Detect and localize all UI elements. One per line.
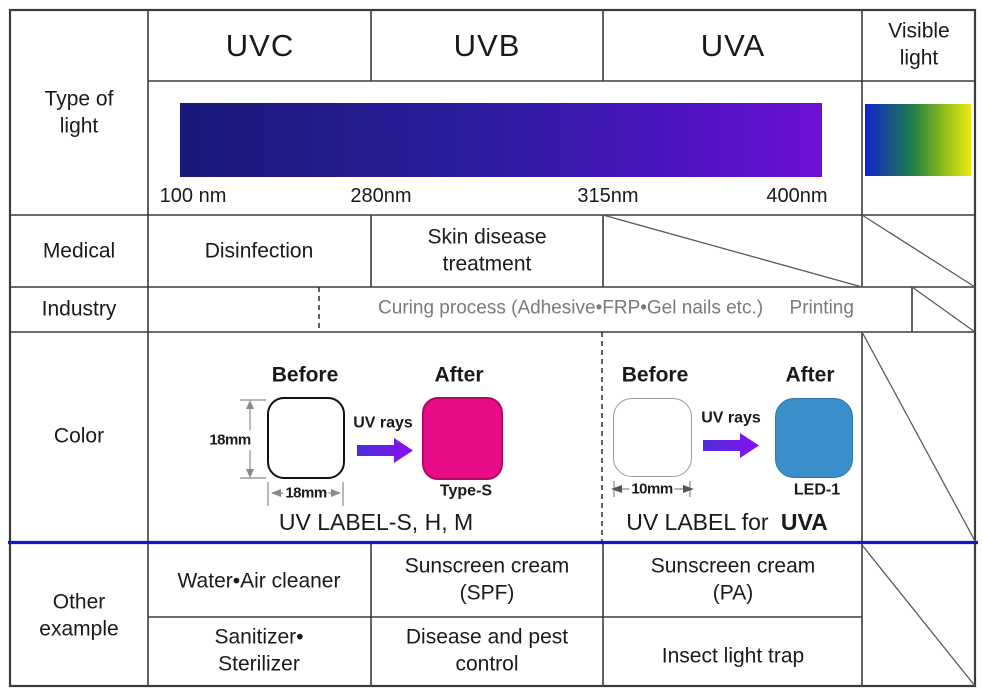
other-uvc-cell-2: Sanitizer• Sterilizer — [214, 625, 304, 676]
after-label-s: After — [434, 363, 484, 387]
column-header-visible-light: Visible light — [888, 19, 950, 70]
uv-rays-arrow-uva — [703, 433, 759, 458]
width-dim-label-s: 18mm — [283, 483, 329, 503]
uv-label-uva-caption: UV LABEL for UVA — [626, 508, 828, 538]
led-1-label: LED-1 — [793, 481, 841, 499]
other-uvc-cell-1: Water•Air cleaner — [177, 569, 341, 593]
uv-rays-label-s: UV rays — [353, 414, 413, 432]
height-dim-label: 18mm — [207, 430, 253, 450]
column-header-uvb: UVB — [453, 27, 521, 63]
row-header-other-example: Other example — [39, 590, 119, 641]
label-swatch-after-s — [422, 397, 503, 480]
before-label-uva: Before — [621, 363, 689, 387]
width-dim-label-uva: 10mm — [629, 479, 675, 499]
wavelength-100nm: 100 nm — [159, 185, 227, 207]
medical-uvb-cell: Skin disease treatment — [427, 225, 547, 276]
before-label-s: Before — [271, 363, 339, 387]
other-uva-cell-2: Insect light trap — [661, 644, 805, 668]
industry-cell: Curing process (Adhesive•FRP•Gel nails e… — [378, 297, 854, 322]
type-s-label: Type-S — [439, 482, 493, 500]
other-uvb-cell-1: Sunscreen cream (SPF) — [404, 554, 570, 605]
column-header-uvc: UVC — [225, 27, 295, 63]
visible-light-gradient — [865, 104, 971, 176]
label-swatch-after-uva — [775, 398, 853, 478]
row-header-color: Color — [53, 424, 105, 448]
industry-printing-text: Printing — [789, 297, 854, 319]
label-swatch-before-uva — [613, 398, 692, 477]
other-uva-cell-1: Sunscreen cream (PA) — [650, 554, 816, 605]
column-header-uva: UVA — [700, 27, 766, 63]
wavelength-400nm: 400nm — [766, 185, 828, 207]
wavelength-315nm: 315nm — [577, 185, 639, 207]
uv-rays-label-uva: UV rays — [701, 409, 761, 427]
after-label-uva: After — [785, 363, 835, 387]
uv-label-uva-caption-bold: UVA — [780, 509, 828, 536]
wavelength-280nm: 280nm — [350, 185, 412, 207]
label-swatch-before-s — [267, 397, 345, 479]
row-header-type-of-light: Type of light — [44, 87, 114, 138]
row-header-industry: Industry — [41, 297, 117, 321]
industry-curing-text: Curing process (Adhesive•FRP•Gel nails e… — [378, 297, 764, 319]
uv-rays-arrow-s — [357, 438, 413, 463]
other-uvb-cell-2: Disease and pest control — [405, 625, 569, 676]
uv-label-uva-caption-text: UV LABEL for — [626, 509, 769, 536]
medical-uvc-cell: Disinfection — [204, 239, 314, 263]
uv-spectrum-gradient-bar — [180, 103, 822, 177]
uv-label-s-caption: UV LABEL-S, H, M — [278, 509, 474, 536]
row-header-medical: Medical — [42, 239, 116, 263]
